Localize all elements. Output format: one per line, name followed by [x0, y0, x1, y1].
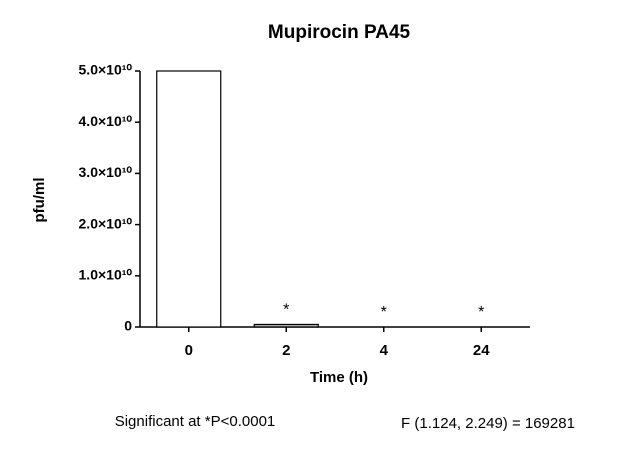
- significance-marker: *: [381, 304, 387, 321]
- y-tick-label: 0: [124, 318, 132, 334]
- x-tick-label: 0: [185, 342, 193, 359]
- significance-marker: *: [283, 302, 289, 319]
- y-tick-label: 1.0×10¹⁰: [79, 267, 133, 283]
- bar: [156, 70, 222, 328]
- y-tick-label: 5.0×10¹⁰: [79, 62, 133, 78]
- statistic: F (1.124, 2.249) = 169281: [401, 415, 575, 432]
- x-tick-label: 4: [380, 342, 389, 359]
- x-tick-label: 2: [282, 342, 290, 359]
- y-tick-label: 3.0×10¹⁰: [79, 164, 133, 180]
- y-axis-label: pfu/ml: [31, 178, 48, 223]
- x-axis-label: Time (h): [310, 369, 368, 386]
- footnote: Significant at *P<0.0001: [115, 413, 276, 430]
- chart-title: Mupirocin PA45: [268, 22, 411, 43]
- x-tick-label: 24: [473, 342, 490, 359]
- significance-marker: *: [478, 304, 484, 321]
- bar: [253, 323, 319, 328]
- y-tick-label: 2.0×10¹⁰: [79, 215, 133, 231]
- y-tick-label: 4.0×10¹⁰: [79, 113, 133, 129]
